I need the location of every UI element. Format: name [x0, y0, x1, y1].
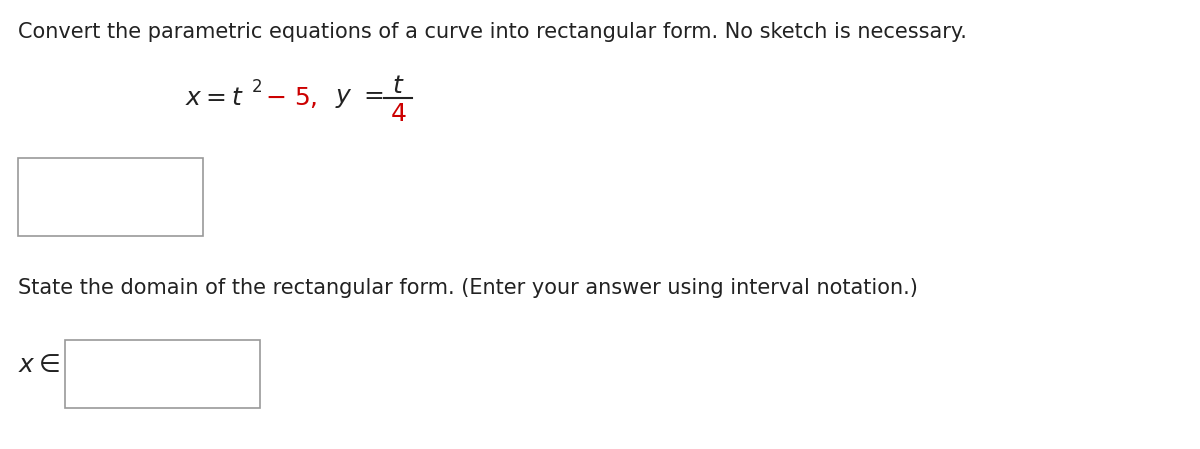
Text: Convert the parametric equations of a curve into rectangular form. No sketch is : Convert the parametric equations of a cu… [18, 22, 967, 42]
Text: $4$: $4$ [390, 102, 407, 126]
Text: $y\ =$: $y\ =$ [335, 86, 384, 110]
Text: $-\ 5,$: $-\ 5,$ [265, 85, 318, 110]
Text: $t$: $t$ [391, 74, 404, 98]
Text: $2$: $2$ [251, 78, 262, 96]
Text: $x = t$: $x = t$ [185, 86, 244, 110]
Text: State the domain of the rectangular form. (Enter your answer using interval nota: State the domain of the rectangular form… [18, 278, 918, 298]
Bar [18, 158, 203, 236]
Text: $x \in$: $x \in$ [18, 353, 60, 377]
Bar [65, 340, 260, 408]
